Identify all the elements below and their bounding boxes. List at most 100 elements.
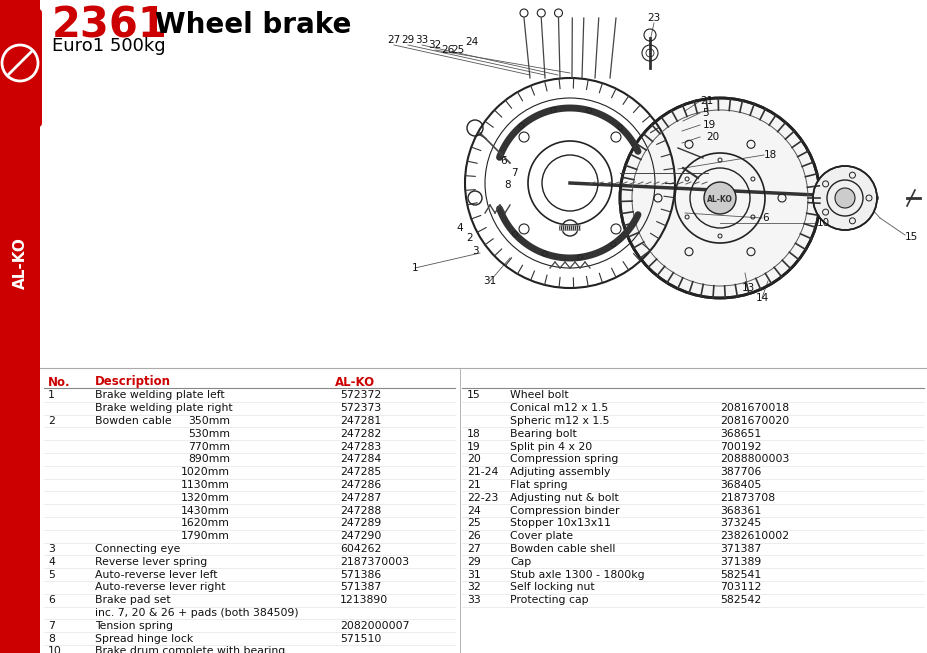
Text: 33: 33: [466, 595, 480, 605]
Text: Connecting eye: Connecting eye: [95, 544, 180, 554]
Text: Adjusting nut & bolt: Adjusting nut & bolt: [510, 493, 618, 503]
Text: 247287: 247287: [339, 493, 381, 503]
Text: AL-KO: AL-KO: [12, 237, 28, 289]
Text: 571510: 571510: [339, 633, 381, 644]
Text: No.: No.: [48, 375, 70, 389]
Circle shape: [619, 98, 819, 298]
Text: 373245: 373245: [719, 518, 760, 528]
Text: 20: 20: [705, 132, 718, 142]
Text: inc. 7, 20 & 26 + pads (both 384509): inc. 7, 20 & 26 + pads (both 384509): [95, 608, 298, 618]
Text: 18: 18: [763, 150, 777, 160]
Text: 530mm: 530mm: [188, 429, 230, 439]
Text: 4: 4: [456, 223, 463, 233]
Text: 1020mm: 1020mm: [181, 467, 230, 477]
Text: 3: 3: [48, 544, 55, 554]
Text: 20: 20: [466, 454, 480, 464]
Text: 19: 19: [703, 120, 716, 130]
Text: Wheel brake: Wheel brake: [155, 11, 351, 39]
Text: Auto-reverse lever right: Auto-reverse lever right: [95, 582, 225, 592]
Text: AL-KO: AL-KO: [335, 375, 375, 389]
Text: Bowden cable: Bowden cable: [95, 416, 171, 426]
Text: 18: 18: [466, 429, 480, 439]
Text: Stub axle 1300 - 1800kg: Stub axle 1300 - 1800kg: [510, 569, 644, 580]
Text: Reverse lever spring: Reverse lever spring: [95, 557, 207, 567]
Text: 571386: 571386: [339, 569, 381, 580]
Text: 7: 7: [510, 168, 516, 178]
Text: Brake welding plate left: Brake welding plate left: [95, 390, 224, 400]
Text: 371389: 371389: [719, 557, 760, 567]
Text: 32: 32: [428, 40, 441, 50]
Text: 2187370003: 2187370003: [339, 557, 409, 567]
Text: 368361: 368361: [719, 505, 760, 516]
Text: 21: 21: [699, 96, 713, 106]
Text: 1790mm: 1790mm: [181, 531, 230, 541]
Text: 21: 21: [466, 480, 480, 490]
Text: Euro1 500kg: Euro1 500kg: [52, 37, 165, 55]
Text: 31: 31: [466, 569, 480, 580]
Text: 2081670020: 2081670020: [719, 416, 788, 426]
Text: 19: 19: [466, 441, 480, 452]
Text: 6: 6: [501, 156, 507, 166]
Text: 31: 31: [483, 276, 496, 286]
Text: 2: 2: [466, 233, 473, 243]
Text: Self locking nut: Self locking nut: [510, 582, 594, 592]
Text: 8: 8: [504, 180, 511, 190]
Circle shape: [812, 166, 876, 230]
Text: 27: 27: [466, 544, 480, 554]
Text: 5: 5: [701, 108, 708, 118]
Text: 247289: 247289: [339, 518, 381, 528]
Text: 604262: 604262: [339, 544, 381, 554]
Text: 387706: 387706: [719, 467, 760, 477]
Text: Cap: Cap: [510, 557, 530, 567]
Text: AL-KO: AL-KO: [706, 195, 732, 204]
Text: 15: 15: [466, 390, 480, 400]
Text: 2088800003: 2088800003: [719, 454, 789, 464]
Text: Protecting cap: Protecting cap: [510, 595, 588, 605]
Text: Tension spring: Tension spring: [95, 621, 172, 631]
Text: 26: 26: [466, 531, 480, 541]
Text: 32: 32: [466, 582, 480, 592]
Text: Conical m12 x 1.5: Conical m12 x 1.5: [510, 403, 607, 413]
Text: 247282: 247282: [339, 429, 381, 439]
Text: 8: 8: [48, 633, 55, 644]
Text: 1213890: 1213890: [339, 595, 387, 605]
Text: 7: 7: [48, 621, 55, 631]
Text: 2382610002: 2382610002: [719, 531, 788, 541]
Text: 770mm: 770mm: [188, 441, 230, 452]
Text: 247286: 247286: [339, 480, 381, 490]
Text: 1: 1: [48, 390, 55, 400]
Text: 2081670018: 2081670018: [719, 403, 788, 413]
Text: Stopper 10x13x11: Stopper 10x13x11: [510, 518, 610, 528]
Text: 24: 24: [464, 37, 478, 47]
Text: 247288: 247288: [339, 505, 381, 516]
Text: Spread hinge lock: Spread hinge lock: [95, 633, 193, 644]
Text: 25: 25: [451, 45, 464, 55]
Text: 1620mm: 1620mm: [181, 518, 230, 528]
Text: 890mm: 890mm: [188, 454, 230, 464]
Text: 13: 13: [741, 283, 754, 293]
Text: 1: 1: [412, 263, 418, 273]
Text: 572373: 572373: [339, 403, 381, 413]
Text: 29: 29: [466, 557, 480, 567]
Text: 350mm: 350mm: [188, 416, 230, 426]
Text: 33: 33: [415, 35, 428, 45]
Text: 582542: 582542: [719, 595, 760, 605]
Text: 10: 10: [48, 646, 62, 653]
Text: 24: 24: [466, 505, 480, 516]
Bar: [0, 0, 40, 653]
FancyBboxPatch shape: [0, 9, 42, 127]
Text: Bearing bolt: Bearing bolt: [510, 429, 576, 439]
Text: Brake pad set: Brake pad set: [95, 595, 171, 605]
Text: 3: 3: [471, 246, 477, 256]
Text: 6: 6: [761, 213, 768, 223]
Text: 2361: 2361: [52, 4, 168, 46]
Text: Cover plate: Cover plate: [510, 531, 573, 541]
Text: 572372: 572372: [339, 390, 381, 400]
Circle shape: [704, 182, 735, 214]
Text: 21873708: 21873708: [719, 493, 774, 503]
Text: 371387: 371387: [719, 544, 760, 554]
Text: 1130mm: 1130mm: [181, 480, 230, 490]
Text: 14: 14: [755, 293, 768, 303]
Text: Split pin 4 x 20: Split pin 4 x 20: [510, 441, 591, 452]
Text: 582541: 582541: [719, 569, 760, 580]
